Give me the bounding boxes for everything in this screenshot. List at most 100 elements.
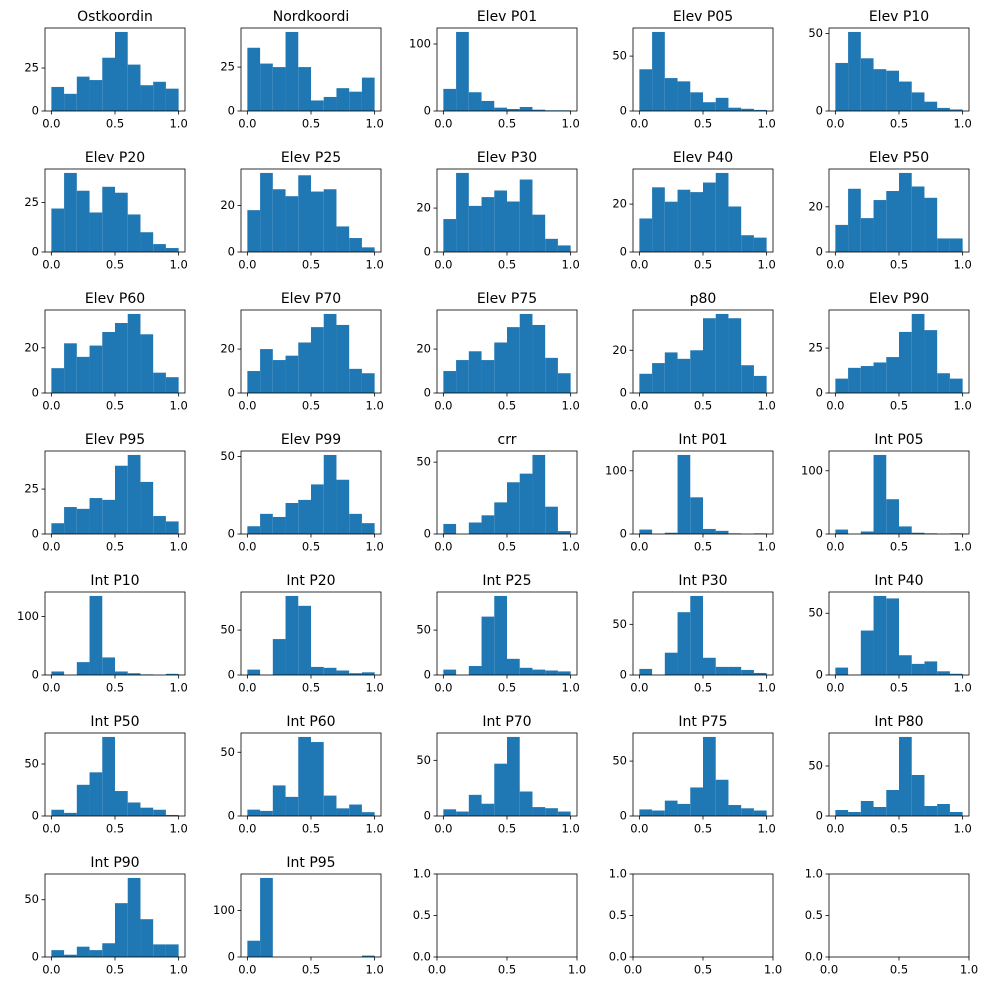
x-tick-label: 1.0 — [365, 540, 383, 554]
y-tick-label: 25 — [808, 341, 823, 355]
bar — [468, 666, 482, 675]
bar — [102, 332, 115, 393]
bar — [323, 189, 337, 252]
bar — [260, 349, 273, 393]
bar — [51, 368, 65, 393]
bar — [247, 47, 261, 111]
x-tick-label: 0.0 — [238, 399, 256, 413]
bar — [349, 91, 362, 111]
bar — [899, 81, 912, 111]
bar — [545, 808, 558, 816]
x-tick-label: 0.5 — [694, 822, 712, 836]
y-tick-label: 100 — [801, 463, 823, 477]
x-tick-label: 0.5 — [890, 963, 908, 977]
chart-title: Int P20 — [286, 573, 335, 589]
x-tick-label: 0.5 — [890, 822, 908, 836]
bar — [285, 31, 299, 112]
bar — [311, 191, 324, 252]
bar — [468, 794, 482, 816]
bar — [937, 107, 950, 111]
x-tick-label: 0.0 — [434, 822, 452, 836]
bar — [507, 482, 520, 534]
bar — [127, 877, 141, 957]
bar — [298, 342, 311, 393]
bar — [664, 352, 678, 393]
bar — [677, 189, 691, 252]
x-tick-label: 1.0 — [757, 540, 775, 554]
bar — [102, 57, 115, 111]
axes-frame — [436, 873, 578, 958]
bar — [481, 803, 495, 816]
bar — [64, 172, 77, 252]
bar — [51, 671, 65, 675]
y-tick-label: 50 — [416, 623, 431, 637]
bar — [664, 800, 678, 816]
chart-title: p80 — [690, 291, 717, 307]
bar — [285, 595, 299, 675]
bar — [165, 377, 179, 393]
bar — [639, 69, 653, 111]
bar — [456, 31, 469, 112]
bar — [690, 497, 703, 534]
bar — [260, 172, 273, 252]
bar — [937, 238, 950, 252]
bar — [115, 322, 128, 393]
bar — [115, 671, 128, 675]
bar — [76, 946, 90, 957]
bar — [298, 175, 311, 252]
bar — [703, 736, 716, 816]
bar — [715, 779, 729, 816]
bar — [165, 944, 179, 957]
bar — [153, 809, 166, 816]
bar — [456, 360, 469, 393]
bar — [690, 787, 703, 816]
bar — [949, 109, 963, 111]
y-tick-label: 0 — [32, 527, 39, 541]
bar — [835, 529, 849, 534]
y-tick-label: 50 — [24, 756, 39, 770]
chart-title: Elev P60 — [85, 291, 145, 307]
chart-title: crr — [498, 432, 517, 448]
y-tick-label: 0 — [228, 245, 235, 259]
x-tick-label: 0.0 — [238, 540, 256, 554]
bar — [860, 800, 874, 816]
y-tick-label: 0 — [620, 809, 627, 823]
bar — [728, 805, 742, 816]
bar — [298, 499, 311, 534]
x-tick-label: 1.0 — [365, 399, 383, 413]
bar — [741, 808, 754, 816]
chart-title: Elev P70 — [281, 291, 341, 307]
bar — [127, 214, 141, 252]
bar — [886, 789, 899, 816]
bar — [753, 810, 767, 816]
x-tick-label: 0.0 — [42, 399, 60, 413]
bar — [848, 31, 861, 112]
bar — [285, 503, 299, 534]
bar — [860, 366, 874, 393]
bar — [848, 188, 861, 252]
y-tick-label: 0 — [816, 527, 823, 541]
bar — [519, 473, 533, 534]
bar — [76, 662, 90, 675]
bar — [703, 528, 716, 534]
bar — [728, 666, 742, 675]
y-tick-label: 50 — [24, 892, 39, 906]
bar — [728, 206, 742, 252]
bar — [260, 877, 273, 957]
bar — [519, 667, 533, 675]
y-tick-label: 0.0 — [609, 950, 627, 964]
bar — [753, 375, 767, 393]
bar — [532, 454, 546, 534]
y-tick-label: 100 — [213, 903, 235, 917]
chart-title: Elev P01 — [477, 9, 537, 25]
x-tick-label: 0.5 — [694, 117, 712, 131]
x-tick-label: 0.0 — [826, 540, 844, 554]
chart-title: Int P80 — [874, 714, 923, 730]
x-tick-label: 1.0 — [365, 822, 383, 836]
bar — [51, 809, 65, 816]
bar — [153, 516, 166, 534]
x-tick-label: 1.0 — [757, 117, 775, 131]
bar — [76, 76, 90, 111]
x-tick-label: 1.0 — [568, 963, 586, 977]
x-tick-label: 1.0 — [169, 399, 187, 413]
